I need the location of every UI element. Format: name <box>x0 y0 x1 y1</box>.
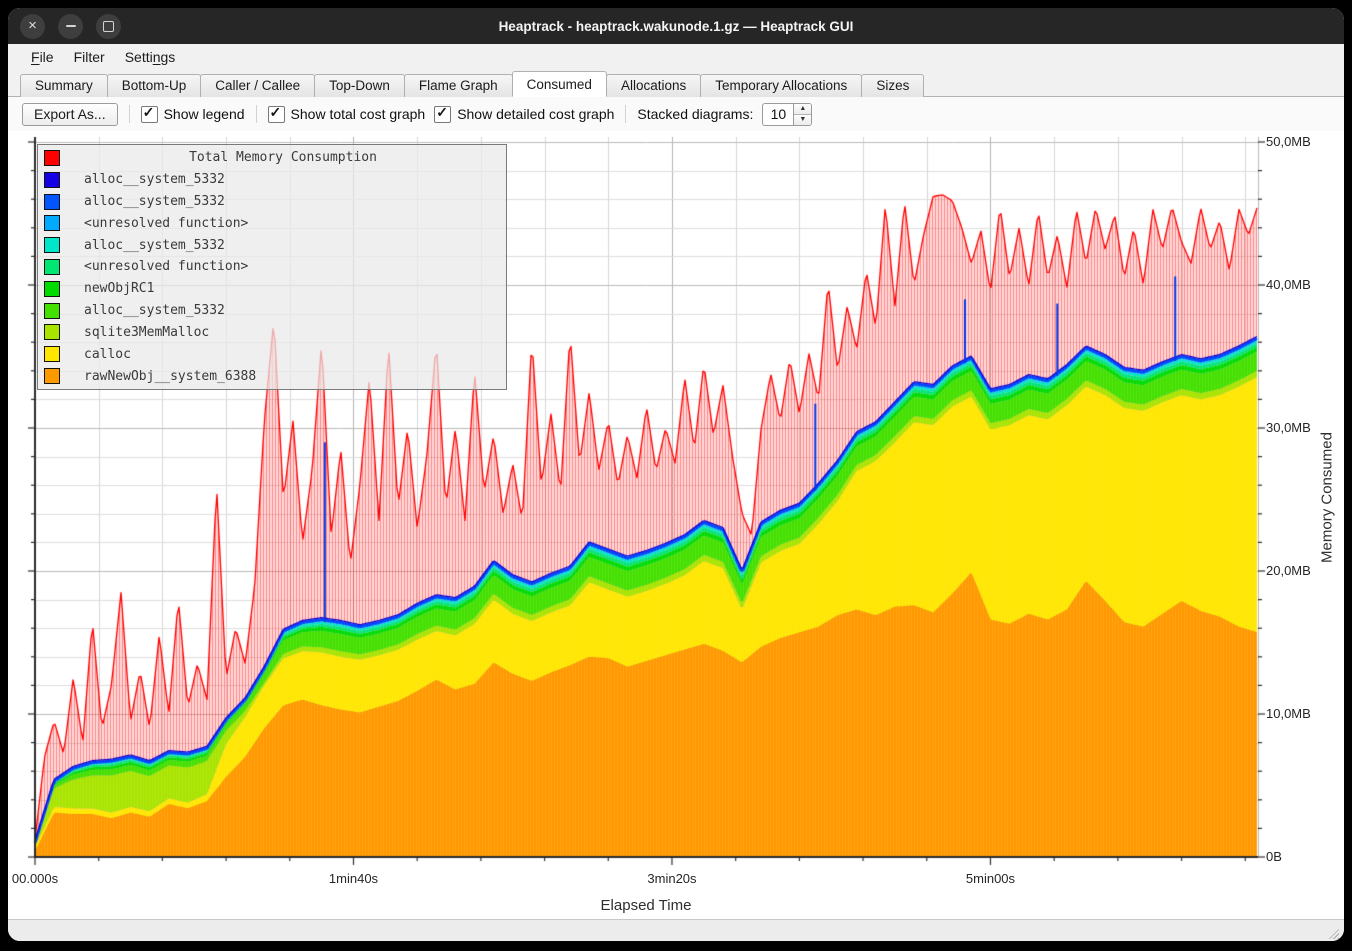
legend-label: rawNewObj__system_6388 <box>84 369 256 384</box>
checkmark-icon: ✓ <box>270 104 282 121</box>
legend-item: sqlite3MemMalloc <box>38 322 506 344</box>
x-tick-label: 00.000s <box>12 871 58 886</box>
chevron-up-icon: ▲ <box>799 105 806 112</box>
show-legend-label: Show legend <box>164 106 245 122</box>
resize-grip[interactable] <box>1326 926 1339 939</box>
legend-swatch <box>44 259 60 275</box>
legend-item: alloc__system_5332 <box>38 169 506 191</box>
stacked-diagrams-spinbox: 10 ▲ ▼ <box>762 103 812 126</box>
tab-sizes[interactable]: Sizes <box>861 74 924 97</box>
legend-label: alloc__system_5332 <box>84 303 225 318</box>
toolbar-separator <box>256 105 257 123</box>
tab-temporary-allocations[interactable]: Temporary Allocations <box>700 74 862 97</box>
window-title: Heaptrack - heaptrack.wakunode.1.gz — He… <box>8 19 1344 34</box>
legend-label: alloc__system_5332 <box>84 238 225 253</box>
stacked-diagrams-value[interactable]: 10 <box>762 103 793 126</box>
x-axis-title: Elapsed Time <box>601 897 692 914</box>
legend-label: alloc__system_5332 <box>84 172 225 187</box>
legend-swatch <box>44 150 60 166</box>
legend-label: sqlite3MemMalloc <box>84 325 209 340</box>
show-total-cost-graph-label: Show total cost graph <box>291 106 426 122</box>
x-tick-label: 1min40s <box>329 871 378 886</box>
tab-bar: SummaryBottom-UpCaller / CalleeTop-DownF… <box>8 70 1344 97</box>
spin-up-button[interactable]: ▲ <box>794 104 811 115</box>
heaptrack-window: × Heaptrack - heaptrack.wakunode.1.gz — … <box>8 8 1344 941</box>
y-tick-label: 40,0MB <box>1266 276 1311 293</box>
legend-swatch <box>44 368 60 384</box>
tab-caller-callee[interactable]: Caller / Callee <box>200 74 315 97</box>
toolbar-separator <box>625 105 626 123</box>
checkmark-icon: ✓ <box>436 104 448 121</box>
legend-swatch <box>44 215 60 231</box>
legend-swatch <box>44 172 60 188</box>
menu-bar: FileFilterSettings <box>8 44 1344 70</box>
status-bar <box>8 919 1344 941</box>
legend-swatch <box>44 346 60 362</box>
chevron-down-icon: ▼ <box>799 116 806 123</box>
show-total-cost-graph-checkbox[interactable]: ✓ <box>268 106 285 123</box>
legend-title-row: Total Memory Consumption <box>38 147 506 169</box>
checkmark-icon: ✓ <box>143 104 155 121</box>
legend-label: <unresolved function> <box>84 216 248 231</box>
show-detailed-cost-graph-checkbox[interactable]: ✓ <box>434 106 451 123</box>
legend-label: Total Memory Consumption <box>60 150 506 165</box>
menu-item-filter[interactable]: Filter <box>64 44 115 70</box>
y-tick-label: 0B <box>1266 848 1282 865</box>
legend-swatch <box>44 324 60 340</box>
title-bar[interactable]: × Heaptrack - heaptrack.wakunode.1.gz — … <box>8 8 1344 44</box>
tab-consumed[interactable]: Consumed <box>512 71 607 97</box>
show-detailed-cost-graph-label: Show detailed cost graph <box>457 106 614 122</box>
legend-swatch <box>44 281 60 297</box>
chart-area: Total Memory Consumption alloc__system_53… <box>8 131 1344 919</box>
x-tick-label: 5min00s <box>966 871 1015 886</box>
menu-item-settings[interactable]: Settings <box>115 44 186 70</box>
spin-down-button[interactable]: ▼ <box>794 115 811 125</box>
legend-swatch <box>44 303 60 319</box>
toolbar: Export As... ✓ Show legend ✓ Show total cos… <box>8 97 1344 131</box>
y-tick-label: 50,0MB <box>1266 133 1311 150</box>
legend-label: calloc <box>84 347 131 362</box>
legend-item: rawNewObj__system_6388 <box>38 365 506 387</box>
stacked-diagrams-label: Stacked diagrams: <box>637 106 753 122</box>
legend-swatch <box>44 237 60 253</box>
tab-top-down[interactable]: Top-Down <box>314 74 405 97</box>
tab-summary[interactable]: Summary <box>20 74 108 97</box>
legend-label: newObjRC1 <box>84 281 154 296</box>
legend-label: alloc__system_5332 <box>84 194 225 209</box>
legend-item: <unresolved function> <box>38 256 506 278</box>
toolbar-separator <box>129 105 130 123</box>
legend-item: alloc__system_5332 <box>38 234 506 256</box>
tab-bottom-up[interactable]: Bottom-Up <box>107 74 202 97</box>
y-tick-label: 10,0MB <box>1266 705 1311 722</box>
show-legend-checkbox[interactable]: ✓ <box>141 106 158 123</box>
legend-item: calloc <box>38 343 506 365</box>
x-tick-label: 3min20s <box>647 871 696 886</box>
legend-label: <unresolved function> <box>84 259 248 274</box>
legend-swatch <box>44 194 60 210</box>
legend-item: alloc__system_5332 <box>38 300 506 322</box>
y-tick-label: 20,0MB <box>1266 562 1311 579</box>
legend-item: <unresolved function> <box>38 212 506 234</box>
export-as-button[interactable]: Export As... <box>22 103 118 126</box>
tab-flame-graph[interactable]: Flame Graph <box>404 74 513 97</box>
legend-item: newObjRC1 <box>38 278 506 300</box>
y-tick-label: 30,0MB <box>1266 419 1311 436</box>
menu-item-file[interactable]: File <box>21 44 64 70</box>
tab-allocations[interactable]: Allocations <box>606 74 701 97</box>
chart-legend: Total Memory Consumption alloc__system_53… <box>37 144 507 390</box>
y-axis-title: Memory Consumed <box>1319 398 1336 598</box>
legend-item: alloc__system_5332 <box>38 191 506 213</box>
